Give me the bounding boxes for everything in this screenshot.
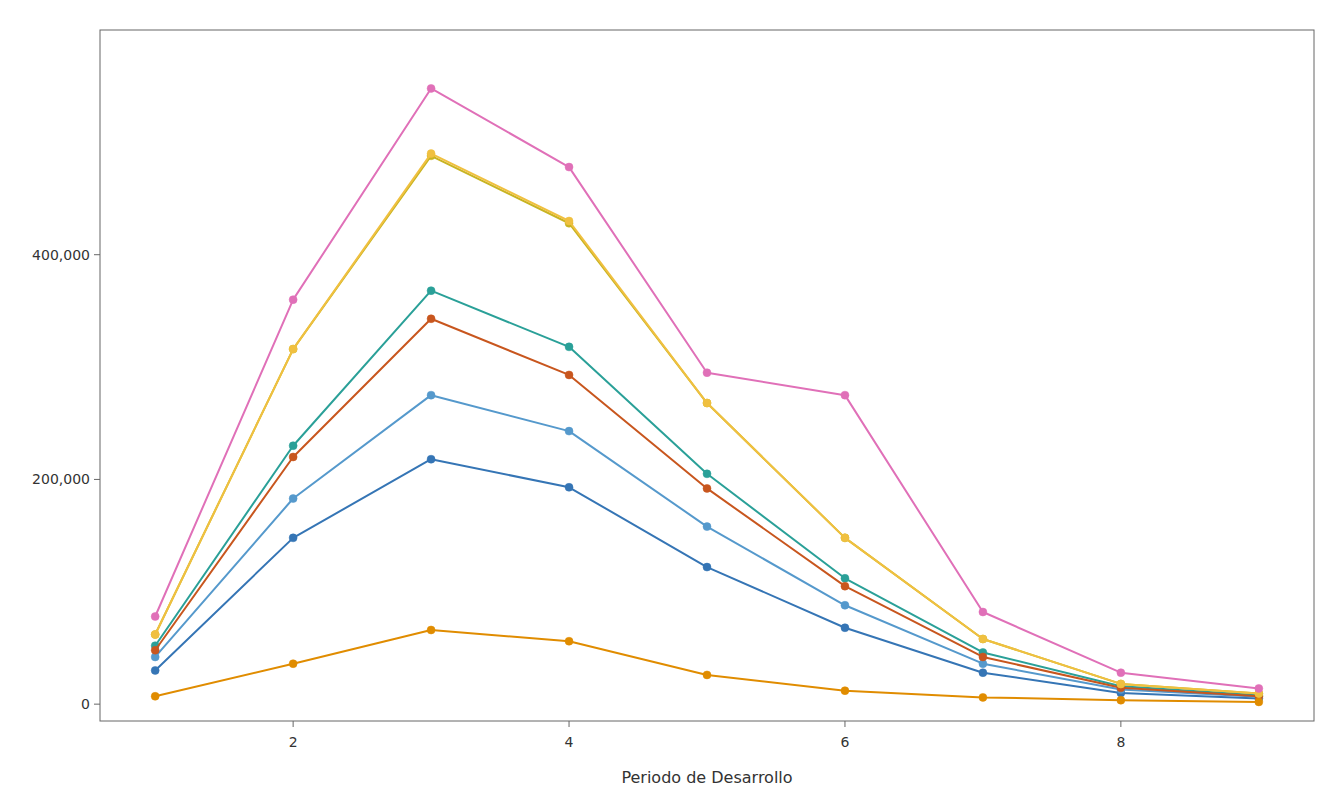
point bbox=[703, 399, 711, 407]
point bbox=[841, 534, 849, 542]
series-line bbox=[155, 630, 1259, 702]
point bbox=[841, 687, 849, 695]
series-line bbox=[155, 395, 1259, 697]
point bbox=[289, 345, 297, 353]
point bbox=[289, 345, 297, 353]
point bbox=[979, 635, 987, 643]
point bbox=[979, 635, 987, 643]
point bbox=[1117, 696, 1125, 704]
point bbox=[427, 626, 435, 634]
x-tick-label: 4 bbox=[565, 734, 574, 750]
series bbox=[151, 315, 1263, 701]
x-axis-label: Periodo de Desarrollo bbox=[621, 768, 792, 787]
point bbox=[703, 563, 711, 571]
point bbox=[979, 693, 987, 701]
axes: 2 4 6 8 0 200,000 400,000 bbox=[32, 30, 1314, 750]
point bbox=[565, 163, 573, 171]
chart: 2 4 6 8 0 200,000 400,000 Periodo de Desarrollo bbox=[0, 0, 1344, 806]
point bbox=[289, 296, 297, 304]
series bbox=[151, 626, 1263, 706]
point bbox=[565, 343, 573, 351]
series bbox=[151, 455, 1263, 702]
y-tick-label: 400,000 bbox=[32, 247, 90, 263]
point bbox=[427, 391, 435, 399]
series-line bbox=[155, 88, 1259, 688]
series-line bbox=[155, 291, 1259, 695]
point bbox=[1255, 698, 1263, 706]
point bbox=[289, 660, 297, 668]
x-tick bbox=[569, 721, 570, 727]
point bbox=[841, 601, 849, 609]
point bbox=[151, 692, 159, 700]
point bbox=[979, 653, 987, 661]
x-tick bbox=[1120, 721, 1121, 727]
point bbox=[841, 391, 849, 399]
point bbox=[427, 150, 435, 158]
x-tick-label: 6 bbox=[840, 734, 849, 750]
point bbox=[427, 287, 435, 295]
series bbox=[151, 150, 1263, 698]
plot-frame bbox=[100, 30, 1314, 721]
point bbox=[289, 534, 297, 542]
x-tick bbox=[844, 721, 845, 727]
point bbox=[427, 315, 435, 323]
point bbox=[565, 371, 573, 379]
point bbox=[703, 470, 711, 478]
point bbox=[1117, 669, 1125, 677]
point bbox=[841, 534, 849, 542]
series-line bbox=[155, 156, 1259, 694]
series bbox=[151, 84, 1263, 692]
y-tick bbox=[94, 704, 100, 705]
point bbox=[565, 637, 573, 645]
point bbox=[151, 646, 159, 654]
series bbox=[151, 391, 1263, 701]
point bbox=[703, 484, 711, 492]
point bbox=[289, 495, 297, 503]
series bbox=[151, 152, 1263, 698]
point bbox=[151, 613, 159, 621]
series-line bbox=[155, 319, 1259, 697]
point bbox=[703, 671, 711, 679]
point bbox=[841, 624, 849, 632]
x-tick-label: 2 bbox=[289, 734, 298, 750]
point bbox=[703, 523, 711, 531]
series-line bbox=[155, 154, 1259, 694]
series-line bbox=[155, 459, 1259, 698]
point bbox=[565, 217, 573, 225]
point bbox=[565, 427, 573, 435]
series-group bbox=[151, 84, 1263, 705]
point bbox=[289, 453, 297, 461]
plot-area bbox=[100, 30, 1314, 721]
y-tick bbox=[94, 254, 100, 255]
point bbox=[427, 84, 435, 92]
point bbox=[1117, 680, 1125, 688]
point bbox=[1117, 680, 1125, 688]
point bbox=[151, 630, 159, 638]
point bbox=[703, 369, 711, 377]
x-tick-label: 8 bbox=[1116, 734, 1125, 750]
point bbox=[151, 666, 159, 674]
y-tick-label: 200,000 bbox=[32, 471, 90, 487]
point bbox=[289, 442, 297, 450]
point bbox=[565, 483, 573, 491]
series bbox=[151, 287, 1263, 699]
point bbox=[979, 608, 987, 616]
point bbox=[151, 630, 159, 638]
x-tick bbox=[293, 721, 294, 727]
point bbox=[979, 669, 987, 677]
point bbox=[841, 582, 849, 590]
point bbox=[841, 574, 849, 582]
point bbox=[1255, 684, 1263, 692]
y-tick bbox=[94, 479, 100, 480]
point bbox=[427, 455, 435, 463]
y-tick-label: 0 bbox=[81, 696, 90, 712]
point bbox=[703, 399, 711, 407]
